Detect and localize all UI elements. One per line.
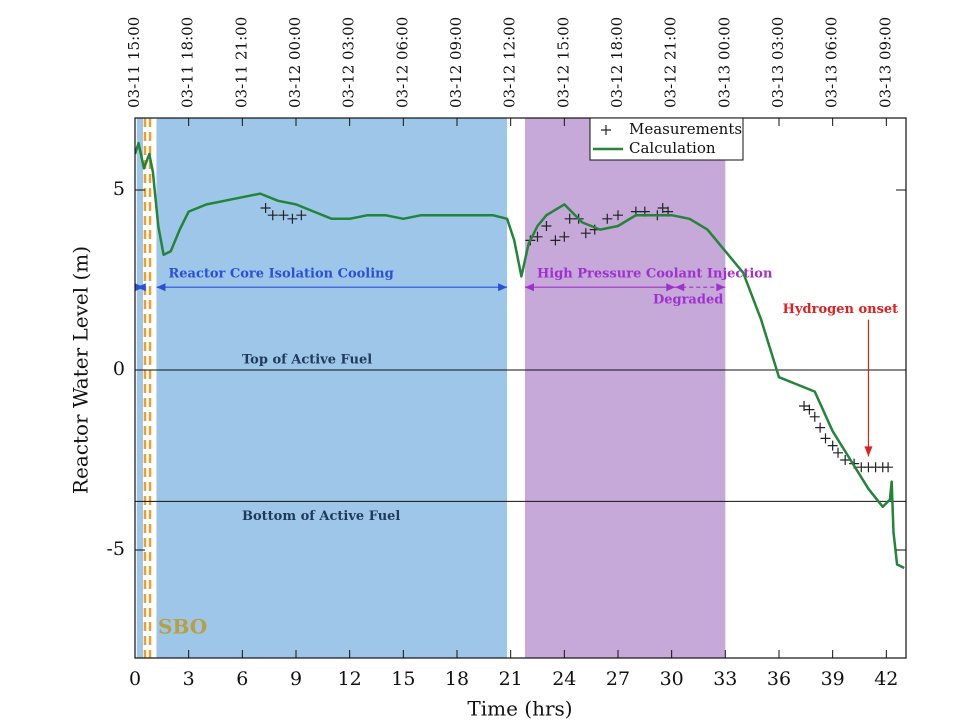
x2-tick-label: 03-12 15:00 — [554, 17, 572, 108]
measurement-point — [657, 203, 668, 213]
x2-tick-label: 03-13 03:00 — [769, 17, 787, 108]
plot-frame — [134, 117, 907, 659]
legend-label: Measurements — [629, 120, 742, 138]
span-label: Reactor Core Isolation Cooling — [168, 267, 393, 282]
measurement-point — [559, 231, 570, 242]
x2-tick-label: 03-11 21:00 — [232, 17, 250, 108]
legend-label: Calculation — [629, 139, 716, 157]
x-tick-label: 9 — [290, 668, 302, 690]
x-tick-label: 18 — [445, 668, 469, 690]
x2-tick-label: 03-13 00:00 — [715, 17, 733, 108]
x-tick-label: 6 — [236, 668, 248, 690]
x2-tick-label: 03-11 15:00 — [125, 17, 143, 108]
measurement-point — [602, 213, 613, 224]
y-axis-label: Reactor Water Level (m) — [69, 246, 93, 494]
shaded-span — [156, 118, 508, 658]
x2-tick-label: 03-12 00:00 — [286, 17, 304, 108]
x2-tick-label: 03-11 18:00 — [179, 17, 197, 108]
sbo-label: SBO — [158, 615, 207, 639]
measurement-point — [612, 210, 623, 221]
measurement-point — [840, 455, 851, 465]
x2-tick-label: 03-12 09:00 — [447, 17, 465, 108]
measurement-point — [260, 203, 271, 213]
reference-label: Top of Active Fuel — [242, 353, 372, 368]
arrow-head — [134, 283, 144, 292]
measurement-point — [815, 422, 826, 433]
legend-box — [589, 117, 744, 161]
measurement-point — [278, 210, 289, 221]
x-tick-label: 39 — [821, 668, 845, 690]
x2-tick-label: 03-12 03:00 — [340, 17, 358, 108]
arrow-head — [675, 283, 685, 292]
shaded-span — [136, 118, 144, 658]
calculation-line — [135, 141, 905, 570]
measurement-point — [820, 433, 831, 444]
measurement-point — [809, 411, 820, 422]
arrow-head — [666, 283, 676, 292]
x-tick-label: 33 — [713, 668, 737, 690]
x-tick-label: 30 — [660, 668, 684, 690]
x2-tick-label: 03-13 09:00 — [876, 17, 894, 108]
shaded-span — [524, 118, 726, 658]
arrow-head — [716, 283, 726, 292]
x-tick-label: 3 — [183, 668, 195, 690]
measurement-point — [580, 228, 591, 239]
x-tick-label: 27 — [606, 668, 630, 690]
y-tick-label: 0 — [113, 358, 125, 380]
x2-tick-label: 03-12 12:00 — [501, 17, 519, 108]
measurement-point — [541, 221, 552, 231]
legend-marker — [601, 125, 611, 135]
measurement-point — [883, 462, 894, 473]
measurement-point — [804, 404, 815, 415]
x-axis-label: Time (hrs) — [467, 697, 572, 720]
x-tick-label: 15 — [391, 668, 415, 690]
x-tick-label: 24 — [552, 668, 576, 690]
x2-tick-label: 03-13 06:00 — [823, 17, 841, 108]
background-layer: Top of Active Fuel Bottom of Active Fuel S… — [134, 118, 906, 658]
measurement-point — [287, 213, 298, 224]
measurement-point — [799, 401, 810, 411]
y-tick-label: 5 — [113, 178, 125, 200]
measurement-point — [267, 210, 278, 221]
span-label: Degraded — [653, 293, 723, 308]
x-tick-label: 36 — [767, 668, 791, 690]
measurement-point — [833, 447, 844, 458]
x2-tick-label: 03-12 06:00 — [393, 17, 411, 108]
reference-label: Bottom of Active Fuel — [242, 509, 400, 524]
arrow-head — [156, 283, 166, 292]
measurement-point — [564, 213, 575, 224]
y-tick-label: -5 — [106, 538, 125, 560]
measurement-point — [827, 440, 838, 451]
x-tick-label: 21 — [499, 668, 523, 690]
arrow-head — [498, 283, 508, 292]
x-tick-label: 42 — [874, 668, 898, 690]
hydrogen-label: Hydrogen onset — [783, 302, 899, 317]
measurement-point — [296, 210, 307, 221]
arrow-head — [864, 446, 873, 457]
x-tick-label: 0 — [129, 668, 141, 690]
measurement-point — [532, 231, 543, 242]
measurement-point — [550, 235, 561, 246]
arrow-head — [524, 283, 534, 292]
x2-tick-label: 03-12 21:00 — [662, 17, 680, 108]
span-label: High Pressure Coolant Injection — [537, 267, 773, 282]
x-tick-label: 12 — [338, 668, 362, 690]
data-layer — [135, 141, 905, 570]
x2-tick-label: 03-12 18:00 — [608, 17, 626, 108]
